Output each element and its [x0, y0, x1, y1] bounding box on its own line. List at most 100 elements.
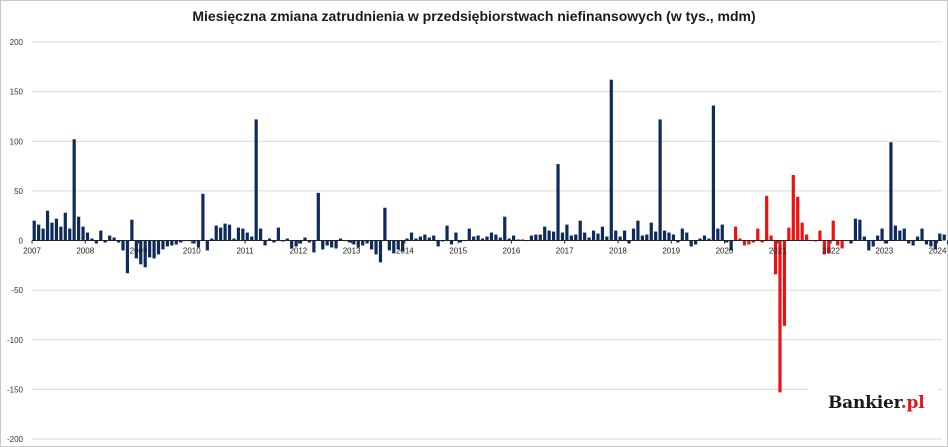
x-tick-label: 2009 — [130, 247, 148, 256]
x-tick-label: 2007 — [23, 247, 41, 256]
bar — [494, 234, 498, 241]
bar — [90, 238, 94, 241]
chart-title: Miesięczna zmiana zatrudnienia w przedsi… — [192, 8, 756, 24]
bar — [831, 220, 835, 241]
bar — [787, 227, 791, 241]
bar — [356, 240, 360, 248]
bar — [352, 240, 356, 245]
bar — [361, 240, 365, 246]
bar — [627, 240, 631, 244]
bar — [414, 238, 418, 241]
x-tick-label: 2016 — [503, 247, 521, 256]
bar — [445, 225, 449, 241]
bar — [401, 240, 405, 252]
y-tick-label: -100 — [7, 336, 24, 345]
bar — [836, 240, 840, 246]
bar — [347, 240, 351, 243]
bar — [645, 234, 649, 241]
bar — [378, 240, 383, 263]
bar — [725, 240, 729, 243]
bar — [565, 224, 569, 241]
bar — [427, 237, 431, 241]
bar — [867, 240, 871, 251]
bar — [720, 224, 724, 241]
bar — [871, 240, 875, 247]
bar — [223, 223, 227, 241]
y-tick-label: 150 — [10, 88, 24, 97]
bar — [920, 228, 924, 241]
bar — [179, 240, 183, 243]
bar — [671, 234, 676, 241]
bar — [116, 240, 121, 243]
bar — [201, 193, 205, 241]
bar — [63, 212, 67, 241]
y-tick-label: 200 — [10, 38, 24, 47]
x-tick-label: 2015 — [449, 247, 467, 256]
bar — [840, 240, 844, 249]
x-tick-label: 2011 — [236, 247, 254, 256]
y-tick-label: 50 — [14, 187, 23, 196]
bar — [276, 227, 280, 241]
bar — [236, 227, 241, 241]
bar — [689, 240, 693, 247]
bar — [591, 230, 596, 241]
bar — [125, 240, 130, 274]
bar — [467, 228, 471, 241]
bar — [99, 230, 103, 241]
bar — [143, 240, 147, 268]
bar — [325, 240, 329, 246]
bar — [165, 240, 169, 247]
bar — [698, 238, 702, 241]
bar — [773, 240, 778, 275]
x-tick-label: 2019 — [662, 247, 680, 256]
bar — [85, 232, 90, 241]
bar — [747, 240, 751, 245]
bar — [569, 235, 573, 241]
bar — [156, 240, 161, 255]
bar — [54, 218, 59, 241]
bar — [654, 231, 658, 241]
bar — [534, 234, 538, 241]
bar — [307, 240, 312, 243]
x-tick-label: 2012 — [289, 247, 307, 256]
bankier-logo: Bankier.pl — [828, 393, 925, 413]
bar — [170, 240, 174, 246]
bar — [365, 240, 369, 244]
bar — [507, 238, 511, 241]
bar — [822, 240, 826, 255]
bar — [583, 232, 587, 241]
bar — [609, 79, 613, 241]
bar — [849, 240, 853, 244]
bar — [392, 240, 396, 254]
bar — [805, 234, 809, 241]
bar — [312, 240, 316, 253]
logo-text: Bankier — [828, 393, 901, 413]
bar — [694, 240, 698, 245]
bar — [578, 220, 582, 241]
bar — [884, 240, 889, 244]
bar — [77, 216, 81, 241]
bar — [707, 238, 711, 241]
bar — [893, 225, 897, 241]
bar — [915, 236, 920, 241]
bar — [933, 240, 937, 250]
x-tick-label: 2018 — [609, 247, 627, 256]
bar — [409, 232, 414, 241]
bar — [911, 240, 915, 246]
bar — [551, 231, 556, 241]
bar — [631, 228, 636, 241]
x-tick-label: 2014 — [396, 247, 414, 256]
bar — [294, 240, 298, 247]
bar — [605, 236, 609, 241]
bar — [423, 234, 427, 241]
bar — [662, 230, 667, 241]
bar — [902, 228, 906, 241]
bar — [259, 228, 263, 241]
bar — [938, 233, 942, 241]
bar — [130, 219, 134, 241]
bar — [538, 234, 542, 241]
bar — [227, 224, 232, 241]
bar — [827, 240, 831, 254]
bar — [454, 232, 458, 241]
